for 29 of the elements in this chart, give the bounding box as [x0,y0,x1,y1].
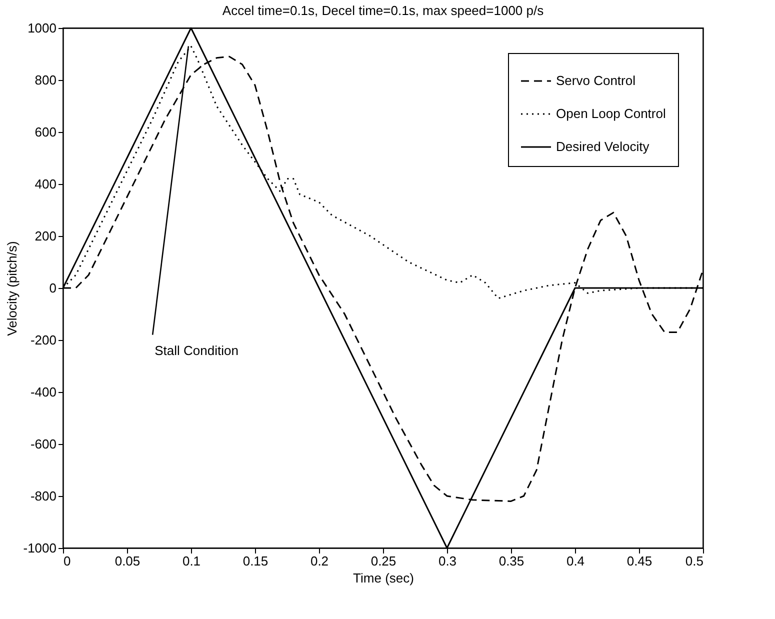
y-tick-label: -800 [30,488,56,504]
x-tick-label: 0.2 [310,554,329,568]
y-axis-title: Velocity (pitch/s) [4,241,20,336]
y-tick-label: -400 [30,384,56,400]
y-tick-label: -200 [30,332,56,348]
y-tick-label: 200 [34,228,56,244]
annotation: Stall Condition [154,342,238,358]
x-tick-label: 0.5 [685,554,704,568]
legend-label: Desired Velocity [556,139,650,154]
chart-title: Accel time=0.1s, Decel time=0.1s, max speed=1000 p/s [222,3,544,18]
legend-label: Servo Control [556,73,636,88]
x-tick-label: 0.1 [182,554,201,568]
x-axis-title: Time (sec) [353,570,414,586]
x-tick-label: 0.25 [370,554,396,568]
y-tick-label: 800 [34,72,56,88]
y-tick-label: 600 [34,124,56,140]
x-tick-label: 0.15 [242,554,268,568]
x-tick-label: 0.3 [438,554,457,568]
legend-label: Open Loop Control [556,106,666,121]
y-tick-label: 400 [34,176,56,192]
y-tick-label: 1000 [28,20,56,36]
x-tick-label: 0.35 [498,554,524,568]
y-tick-label: 0 [49,280,56,296]
x-tick-label: 0.4 [566,554,585,568]
x-tick-label: 0.45 [626,554,652,568]
x-tick-label: 0 [64,554,71,568]
y-tick-label: -600 [30,436,56,452]
y-tick-label: -1000 [23,540,56,556]
x-tick-label: 0.05 [114,554,140,568]
